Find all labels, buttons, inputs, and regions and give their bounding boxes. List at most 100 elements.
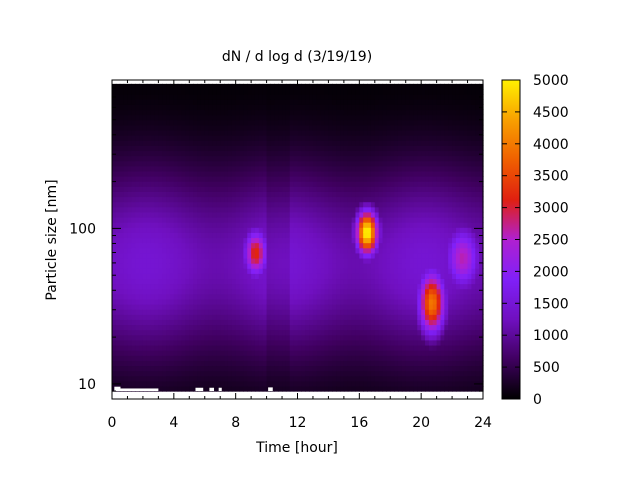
- heatmap-cell: [231, 370, 237, 377]
- heatmap-cell: [258, 273, 264, 280]
- heatmap-cell: [278, 268, 283, 274]
- heatmap-cell: [131, 360, 136, 367]
- heatmap-cell: [139, 227, 144, 233]
- heatmap-cell: [193, 114, 198, 121]
- heatmap-cell: [204, 360, 210, 367]
- heatmap-cell: [258, 83, 264, 90]
- heatmap-cell: [285, 370, 291, 377]
- heatmap-cell: [293, 160, 299, 167]
- heatmap-cell: [363, 129, 368, 136]
- heatmap-cell: [193, 88, 198, 95]
- heatmap-cell: [185, 263, 190, 269]
- heatmap-cell: [394, 324, 399, 331]
- heatmap-cell: [397, 83, 403, 90]
- heatmap-cell: [119, 247, 125, 254]
- heatmap-cell: [119, 181, 125, 187]
- heatmap-cell: [177, 314, 183, 320]
- heatmap-cell: [235, 150, 241, 157]
- heatmap-cell: [243, 206, 248, 213]
- heatmap-cell: [200, 94, 206, 100]
- heatmap-cell: [428, 170, 434, 177]
- heatmap-cell: [239, 109, 244, 116]
- heatmap-cell: [282, 196, 287, 203]
- heatmap-cell: [359, 201, 364, 208]
- heatmap-cell: [351, 247, 357, 254]
- heatmap-cell: [204, 140, 210, 146]
- heatmap-cell: [401, 216, 407, 223]
- heatmap-cell: [394, 186, 399, 192]
- heatmap-cell: [123, 160, 129, 167]
- heatmap-cell: [413, 140, 418, 146]
- heatmap-cell: [258, 206, 264, 213]
- heatmap-cell: [312, 222, 318, 228]
- heatmap-cell: [289, 104, 295, 111]
- heatmap-cell: [204, 252, 210, 259]
- heatmap-cell: [363, 283, 368, 290]
- heatmap-cell: [247, 278, 252, 285]
- heatmap-cell: [254, 380, 260, 387]
- heatmap-cell: [127, 140, 132, 146]
- heatmap-cell: [254, 283, 260, 290]
- heatmap-cell: [189, 140, 194, 146]
- heatmap-cell: [197, 129, 202, 136]
- heatmap-cell: [231, 211, 237, 218]
- heatmap-cell: [127, 329, 132, 336]
- heatmap-cell: [193, 216, 198, 223]
- heatmap-cell: [154, 124, 159, 131]
- heatmap-cell: [231, 124, 237, 131]
- heatmap-cell: [189, 314, 194, 320]
- heatmap-cell: [146, 380, 152, 387]
- heatmap-cell: [351, 232, 357, 239]
- heatmap-cell: [197, 288, 202, 295]
- heatmap-cell: [266, 176, 272, 182]
- heatmap-cell: [266, 109, 272, 116]
- heatmap-cell: [181, 99, 187, 105]
- heatmap-cell: [127, 350, 132, 356]
- heatmap-cell: [347, 360, 353, 367]
- heatmap-cell: [243, 288, 248, 295]
- heatmap-cell: [220, 385, 225, 392]
- heatmap-cell: [425, 263, 430, 269]
- heatmap-cell: [428, 344, 434, 351]
- heatmap-cell: [150, 309, 156, 315]
- heatmap-cell: [166, 88, 171, 95]
- heatmap-cell: [243, 247, 248, 254]
- heatmap-cell: [336, 355, 341, 361]
- heatmap-cell: [173, 181, 179, 187]
- heatmap-cell: [367, 222, 372, 228]
- heatmap-cell: [343, 124, 349, 131]
- heatmap-cell: [150, 304, 156, 310]
- heatmap-cell: [235, 232, 241, 239]
- heatmap-cell: [324, 344, 330, 351]
- heatmap-cell: [432, 375, 438, 382]
- heatmap-cell: [204, 222, 210, 228]
- heatmap-cell: [278, 160, 283, 167]
- heatmap-cell: [394, 385, 399, 392]
- heatmap-cell: [193, 257, 198, 264]
- heatmap-cell: [204, 99, 210, 105]
- heatmap-cell: [220, 232, 225, 239]
- heatmap-cell: [231, 344, 237, 351]
- heatmap-cell: [142, 99, 148, 105]
- heatmap-cell: [115, 247, 121, 254]
- heatmap-cell: [282, 99, 287, 105]
- heatmap-cell: [212, 186, 217, 192]
- heatmap-cell: [216, 355, 221, 361]
- heatmap-cell: [247, 263, 252, 269]
- heatmap-cell: [258, 119, 264, 126]
- heatmap-cell: [139, 263, 144, 269]
- heatmap-cell: [351, 99, 357, 105]
- heatmap-cell: [162, 319, 167, 326]
- heatmap-cell: [150, 293, 156, 300]
- heatmap-cell: [266, 304, 272, 310]
- heatmap-cell: [363, 360, 368, 367]
- heatmap-cell: [127, 196, 132, 203]
- heatmap-cell: [274, 181, 279, 187]
- heatmap-cell: [359, 140, 364, 146]
- heatmap-cell: [301, 222, 306, 228]
- heatmap-cell: [370, 145, 376, 152]
- heatmap-cell: [227, 145, 233, 152]
- heatmap-cell: [169, 140, 175, 146]
- heatmap-cell: [340, 227, 345, 233]
- heatmap-cell: [254, 186, 260, 192]
